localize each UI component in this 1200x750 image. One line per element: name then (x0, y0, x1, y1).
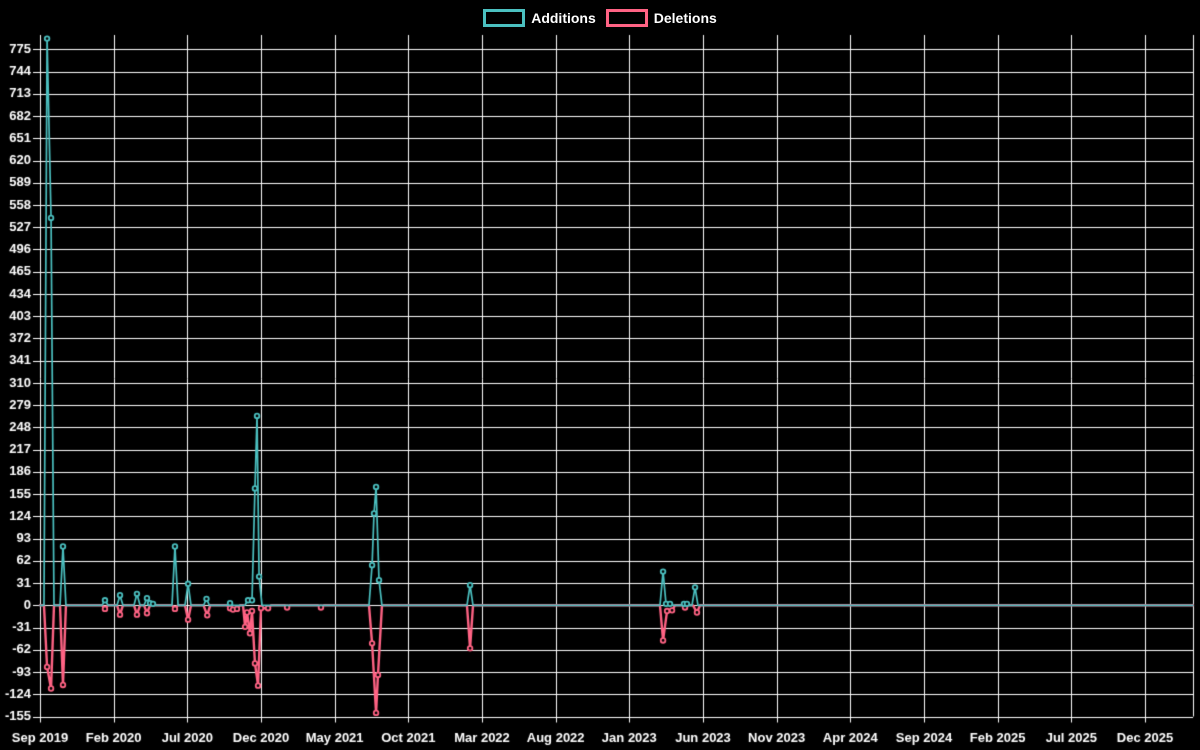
legend-item-deletions[interactable]: Deletions (605, 7, 717, 29)
chart-legend: Additions Deletions (0, 7, 1200, 29)
legend-item-additions[interactable]: Additions (483, 7, 596, 29)
deletions-legend-label: Deletions (653, 10, 717, 26)
deletions-swatch (605, 9, 648, 27)
additions-swatch (483, 9, 526, 27)
additions-legend-label: Additions (531, 10, 596, 26)
